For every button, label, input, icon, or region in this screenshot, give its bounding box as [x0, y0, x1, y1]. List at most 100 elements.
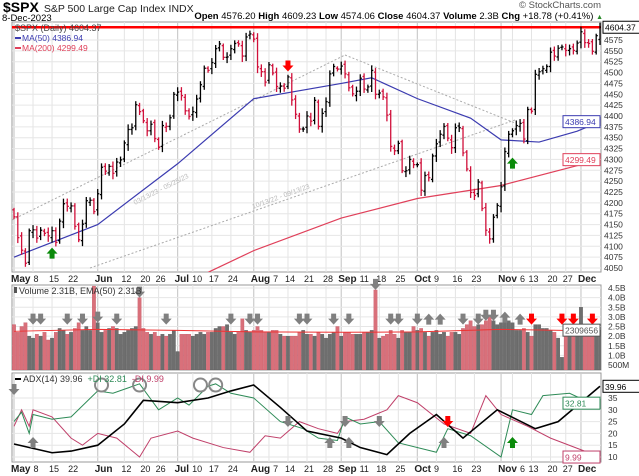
- volume-bar: [23, 322, 28, 370]
- volume-bar: [308, 334, 313, 370]
- volume-bar: [457, 334, 462, 370]
- price-bar: [316, 99, 321, 130]
- plus-di-legend: +DI 32.81: [88, 374, 127, 384]
- x-tick-label: 23: [471, 274, 481, 284]
- price-bar: [35, 225, 39, 243]
- up-triangle-icon: ▲: [596, 14, 603, 21]
- volume-tick-label: 3.5B: [608, 302, 626, 312]
- price-bar: [297, 112, 301, 133]
- volume-bar: [114, 328, 119, 370]
- price-bar: [449, 134, 454, 154]
- volume-bar: [434, 330, 439, 370]
- volume-bars-icon: [14, 287, 17, 293]
- x-tick-label: Sep: [338, 274, 356, 285]
- volume-bar: [522, 328, 526, 370]
- x-tick-label: May: [11, 274, 31, 285]
- chart-date: 8-Dec-2023: [2, 13, 52, 24]
- price-bar: [202, 65, 206, 90]
- x-tick-label: 16: [452, 274, 462, 284]
- volume-bar: [267, 332, 271, 370]
- price-bar: [111, 161, 115, 180]
- volume-bar: [445, 335, 450, 370]
- y-tick-label: 4250: [604, 176, 623, 186]
- price-bar: [126, 124, 130, 151]
- price-bar: [145, 118, 149, 137]
- volume-bar: [65, 334, 70, 370]
- volume-bar: [396, 337, 401, 370]
- volume-bar: [270, 330, 275, 370]
- price-bar: [541, 65, 545, 75]
- price-bar: [518, 119, 522, 132]
- adx-tick-label: 35: [608, 393, 618, 403]
- x-tick-label: 21: [304, 464, 314, 474]
- volume-bar: [373, 289, 378, 370]
- volume-signal-arrow: [27, 313, 39, 325]
- volume-bar: [244, 330, 248, 370]
- volume-bar: [385, 334, 389, 370]
- volume-bar: [229, 332, 233, 370]
- volume-bar: [316, 332, 321, 370]
- x-tick-label: 20: [548, 464, 558, 474]
- chg-label: Chg: [501, 11, 520, 22]
- price-bar: [362, 73, 366, 93]
- x-tick-label: 15: [49, 274, 59, 284]
- price-bar: [499, 181, 503, 213]
- crossover-circle: [208, 377, 224, 393]
- volume-bar: [137, 297, 142, 370]
- x-tick-label: 13: [529, 274, 539, 284]
- price-bar: [195, 94, 199, 118]
- x-tick-label: 27: [563, 274, 573, 284]
- price-bar: [370, 65, 374, 93]
- volume-bar: [404, 332, 408, 370]
- last-minus-di-tag-box: [562, 450, 601, 464]
- price-bar: [16, 212, 20, 244]
- volume-signal-arrow: [385, 313, 397, 325]
- volume-bar: [358, 334, 363, 370]
- close-value: 4604.37: [406, 11, 441, 22]
- volume-bar: [529, 335, 534, 370]
- x-tick-label: 10: [192, 274, 202, 284]
- price-bar: [168, 114, 172, 131]
- volume-bar: [320, 334, 325, 370]
- price-bar: [560, 44, 564, 51]
- y-tick-label: 4450: [604, 89, 623, 99]
- adx-signal-arrow: [8, 384, 20, 395]
- ma50-line: [13, 77, 601, 258]
- y-tick-label: 4400: [604, 111, 623, 121]
- adx-signal-arrow: [506, 437, 518, 448]
- y-tick-label: 4175: [604, 209, 623, 219]
- volume-bar: [259, 330, 264, 370]
- ma200-line: [207, 159, 601, 272]
- price-bar: [415, 162, 419, 168]
- price-bar: [575, 40, 579, 55]
- volume-bar: [263, 332, 267, 370]
- price-bar: [522, 118, 526, 144]
- volume-bar: [438, 334, 443, 370]
- volume-bar: [423, 332, 427, 370]
- volume-bar: [426, 335, 431, 370]
- x-tick-label: 24: [228, 274, 238, 284]
- price-bar: [332, 63, 336, 77]
- x-tick-label: 22: [68, 464, 78, 474]
- price-bar: [274, 67, 279, 92]
- price-bar: [427, 171, 431, 182]
- volume-bar: [19, 326, 24, 370]
- adx-legend: ADX(14) 39.96: [23, 374, 83, 384]
- volume-bar: [156, 335, 161, 370]
- volume-signal-arrow: [160, 313, 172, 325]
- volume-bar: [369, 330, 374, 370]
- price-bar: [240, 40, 244, 63]
- price-bar: [263, 68, 267, 87]
- adx-tick-label: 30: [608, 405, 618, 415]
- volume-signal-arrow: [457, 313, 469, 325]
- price-bar: [507, 130, 511, 158]
- volume-bar: [221, 326, 226, 370]
- price-bar: [267, 62, 271, 84]
- volume-bar: [164, 335, 169, 370]
- price-bar: [271, 63, 275, 76]
- volume-bar: [171, 330, 176, 370]
- volume-signal-arrow: [392, 313, 404, 325]
- price-bar: [278, 82, 282, 93]
- price-bar: [282, 83, 286, 92]
